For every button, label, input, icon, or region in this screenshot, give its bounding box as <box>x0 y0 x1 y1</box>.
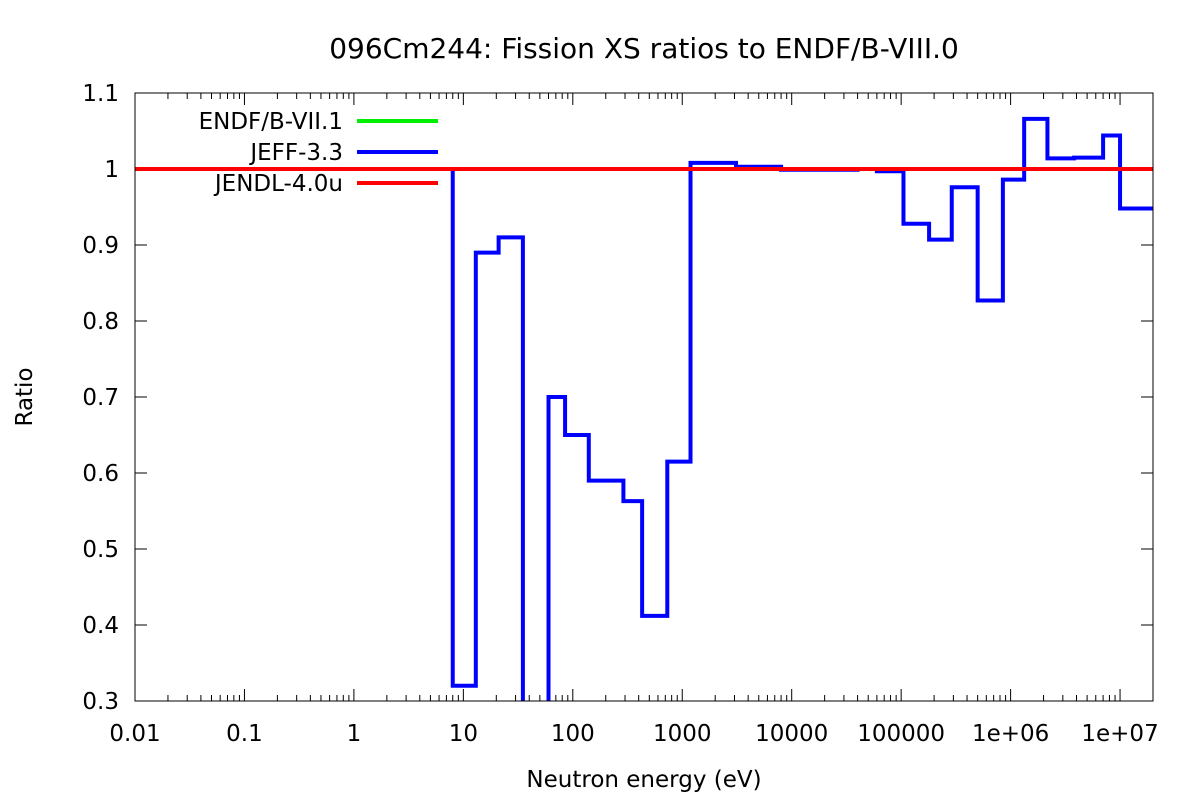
y-axis-label: Ratio <box>12 367 38 426</box>
ticks-layer: 0.01 0.1 1 10 100 1000 10000 100000 1e+06 1e+07 0.… <box>82 81 1158 747</box>
legend-label: JEFF-3.3 <box>248 140 343 166</box>
x-tick-label: 0.1 <box>226 721 263 747</box>
legend-label: ENDF/B-VII.1 <box>199 109 343 135</box>
y-tick-label: 1.1 <box>82 81 119 107</box>
y-tick-label: 0.6 <box>82 461 119 487</box>
x-tick-label: 10000 <box>755 721 828 747</box>
y-tick-label: 0.3 <box>82 689 119 715</box>
x-axis-label: Neutron energy (eV) <box>526 767 761 793</box>
legend: ENDF/B-VII.1 JEFF-3.3 JENDL-4.0u <box>199 109 438 197</box>
y-tick-label: 0.7 <box>82 385 119 411</box>
x-tick-label: 0.01 <box>109 721 160 747</box>
legend-label: JENDL-4.0u <box>213 171 343 197</box>
y-tick-label: 0.8 <box>82 309 119 335</box>
chart-title: 096Cm244: Fission XS ratios to ENDF/B-VI… <box>329 32 959 65</box>
series-line-jeff-3-3 <box>135 116 1153 701</box>
x-tick-label: 1e+06 <box>972 721 1049 747</box>
x-tick-label: 100000 <box>857 721 945 747</box>
y-tick-label: 1 <box>104 157 119 183</box>
series-layer <box>135 116 1153 701</box>
x-tick-label: 1 <box>347 721 362 747</box>
x-tick-label: 1000 <box>653 721 712 747</box>
y-tick-label: 0.9 <box>82 233 119 259</box>
x-tick-label: 100 <box>551 721 595 747</box>
y-tick-label: 0.5 <box>82 537 119 563</box>
x-tick-label: 1e+07 <box>1081 721 1158 747</box>
plot-frame <box>134 92 1154 702</box>
y-tick-label: 0.4 <box>82 613 119 639</box>
x-tick-label: 10 <box>449 721 478 747</box>
